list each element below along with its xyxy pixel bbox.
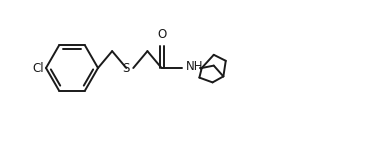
Text: Cl: Cl (32, 61, 44, 75)
Text: O: O (157, 28, 166, 41)
Text: NH: NH (186, 60, 203, 74)
Text: S: S (123, 61, 130, 75)
